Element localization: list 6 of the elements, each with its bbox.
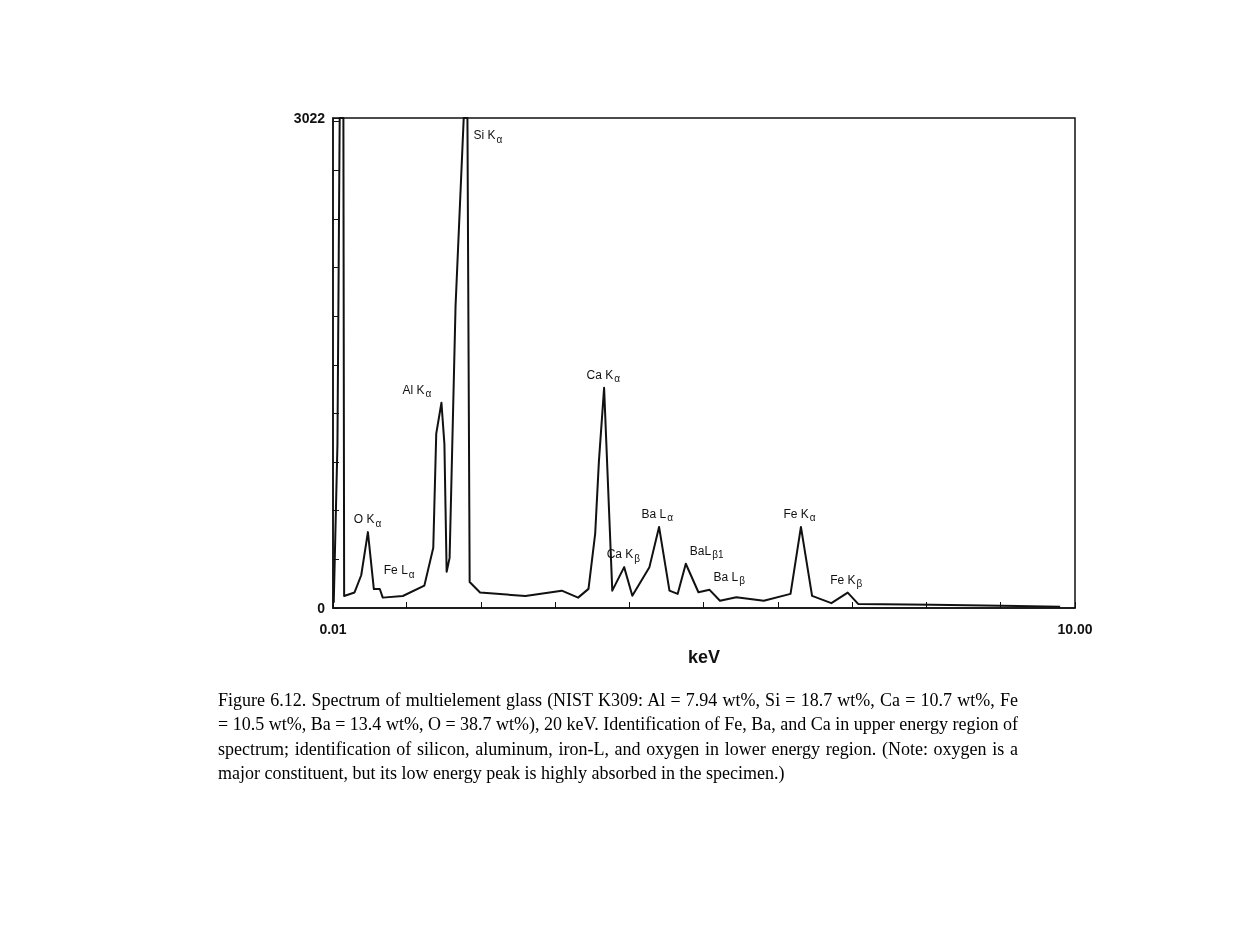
y-tick-label: 3022 xyxy=(293,110,326,126)
x-tick-label: 0.01 xyxy=(319,621,347,637)
caption: Figure 6.12. Spectrum of multielement glass (NIST K309: Al = 7.94 wt%, Si = 18.7 wt%, Ca = 10.7 wt%, Fe = 10.5 wt%, Ba = 13.4 wt%, O = 38.7 wt%), 20 keV. Identification of Fe, Ba, and Ca in upper energy region of spectrum; identification of silicon, aluminum, iron-L, and oxygen in lower energy region. (Note: oxygen is a major constituent, but its low energy peak is highly absorbed in the specimen.) xyxy=(218,689,1018,785)
x-axis-title: keV xyxy=(687,647,721,667)
x-tick-label: 10.00 xyxy=(1057,621,1093,637)
y-tick-label: 0 xyxy=(317,600,326,616)
